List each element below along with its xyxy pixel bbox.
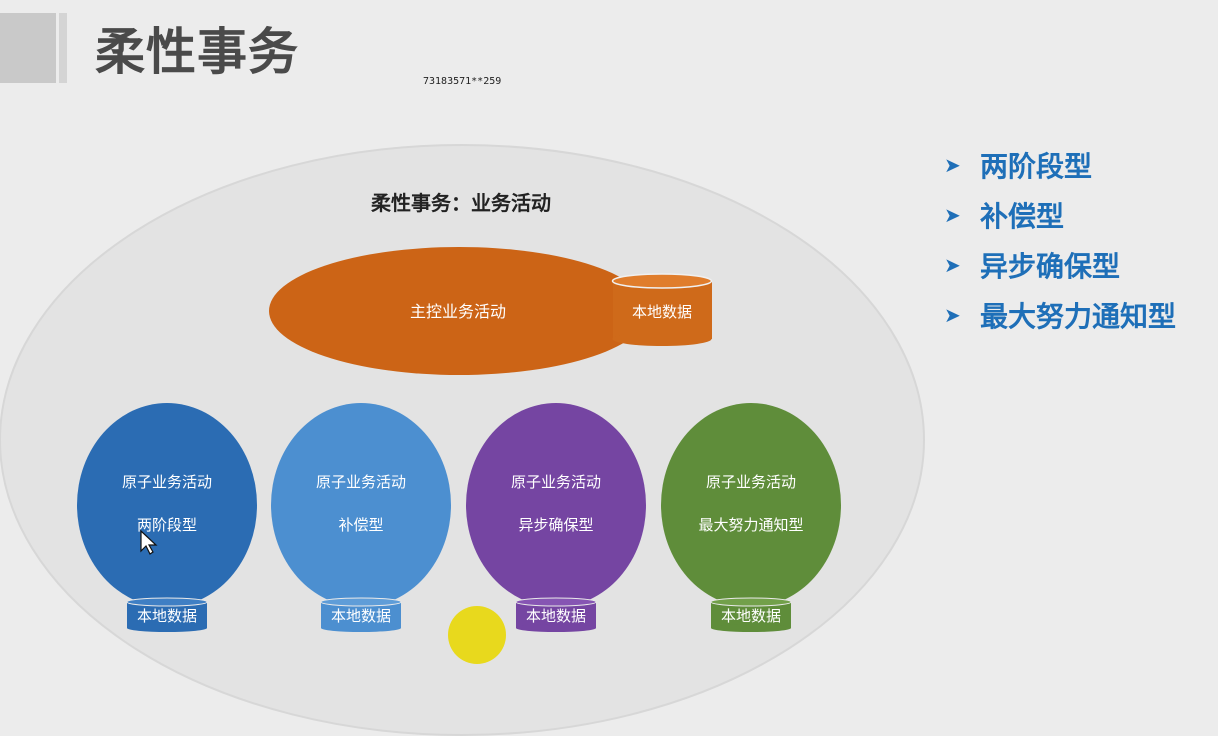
mouse-pointer-icon	[140, 529, 158, 555]
cursor-highlight	[448, 606, 506, 664]
atomic-activity-type: 异步确保型	[518, 516, 593, 534]
header-accent-bar	[59, 13, 67, 83]
atomic-activity-async-assured: 原子业务活动 异步确保型 本地数据	[466, 403, 646, 632]
main-activity-label: 主控业务活动	[410, 302, 506, 321]
local-data-label: 本地数据	[526, 607, 586, 625]
local-data-label: 本地数据	[721, 607, 781, 625]
atomic-activity-best-effort: 原子业务活动 最大努力通知型 本地数据	[661, 403, 841, 632]
atomic-activity-two-phase: 原子业务活动 两阶段型 本地数据	[77, 403, 257, 632]
local-data-cylinder: 本地数据	[320, 597, 402, 632]
atomic-activity-title: 原子业务活动	[122, 473, 212, 491]
watermark-id: 73183571**259	[423, 76, 502, 87]
type-item: ➤ 最大努力通知型	[944, 290, 1176, 340]
type-label: 最大努力通知型	[980, 300, 1177, 333]
local-data-cylinder: 本地数据	[710, 597, 792, 632]
local-data-label: 本地数据	[331, 607, 391, 625]
soft-transaction-types-list: ➤ 两阶段型 ➤ 补偿型 ➤ 异步确保型 ➤ 最大努力通知型	[944, 140, 1176, 340]
page-title: 柔性事务	[95, 23, 299, 81]
arrow-bullet-icon: ➤	[944, 153, 961, 177]
atomic-activity-title: 原子业务活动	[316, 473, 406, 491]
type-label: 补偿型	[980, 200, 1065, 233]
main-local-data-label: 本地数据	[632, 303, 692, 321]
main-local-data-cylinder: 本地数据	[611, 273, 713, 346]
atomic-activity-title: 原子业务活动	[706, 473, 796, 491]
type-item: ➤ 异步确保型	[944, 240, 1176, 290]
local-data-label: 本地数据	[137, 607, 197, 625]
type-item: ➤ 两阶段型	[944, 140, 1176, 190]
arrow-bullet-icon: ➤	[944, 253, 961, 277]
atomic-activity-type: 最大努力通知型	[698, 516, 803, 534]
type-label: 异步确保型	[980, 250, 1121, 283]
local-data-cylinder: 本地数据	[515, 597, 597, 632]
atomic-activity-compensation: 原子业务活动 补偿型 本地数据	[271, 403, 451, 632]
arrow-bullet-icon: ➤	[944, 303, 961, 327]
type-label: 两阶段型	[980, 150, 1093, 183]
atomic-activity-type: 补偿型	[338, 516, 383, 534]
header-accent-block	[0, 13, 56, 83]
diagram-title: 柔性事务：业务活动	[371, 191, 551, 215]
atomic-activity-title: 原子业务活动	[511, 473, 601, 491]
atomic-activity-type: 两阶段型	[137, 516, 197, 534]
main-activity-ellipse	[269, 247, 649, 375]
arrow-bullet-icon: ➤	[944, 203, 961, 227]
local-data-cylinder: 本地数据	[126, 597, 208, 632]
type-item: ➤ 补偿型	[944, 190, 1176, 240]
